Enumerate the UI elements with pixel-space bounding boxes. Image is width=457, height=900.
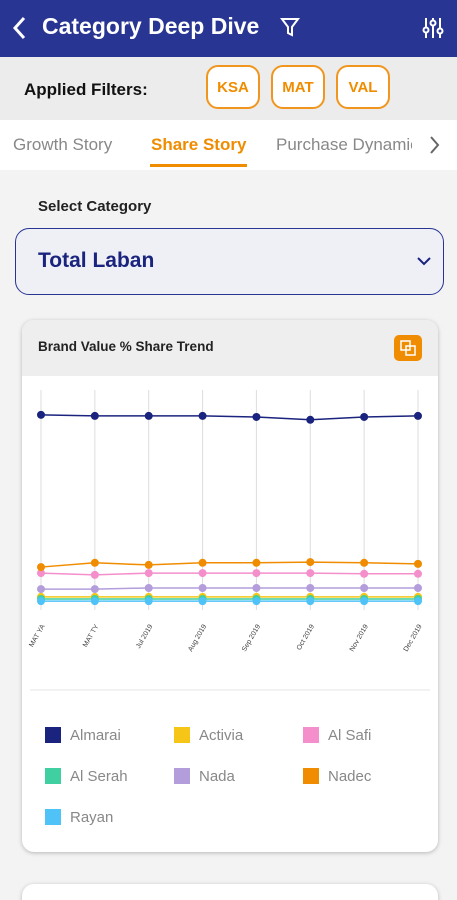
chart: Brand Value % Share Trend MAT YA MAT TY Ju… [28,335,430,826]
x-tick-label: Nov 2019 [349,623,370,653]
data-point [90,570,99,579]
tab-clip: Purchase Dynamics [276,120,412,170]
data-point [198,597,207,606]
legend-swatch [45,727,61,743]
chart-card: Brand Value % Share Trend MAT YA MAT TY Ju… [22,320,438,852]
card-header [22,320,438,376]
tab-bar: Growth Story Share Story Purchase Dynami… [0,120,457,170]
data-point [414,411,422,420]
filters-label: Applied Filters: [24,80,148,99]
tab-underline [150,164,247,167]
dropdown-value: Total Laban [38,249,155,272]
data-point [306,597,315,606]
data-point [252,584,261,592]
tab-active[interactable]: Share Story [151,135,247,154]
category-dropdown[interactable]: Total Laban [15,228,444,295]
x-tick-label: Jul 2019 [135,623,154,650]
data-point [144,584,153,592]
data-point [90,411,99,420]
x-tick-label: Aug 2019 [187,623,208,653]
series-line [40,561,419,568]
data-point [144,597,153,606]
data-point [306,558,315,567]
data-point [198,569,207,578]
next-icon[interactable] [430,136,440,154]
data-point [252,412,261,421]
data-point [414,597,422,606]
legend-swatch [303,768,319,784]
x-tick-label: MAT TY [82,623,101,648]
back-icon[interactable] [12,16,26,40]
series-line [40,414,419,421]
settings-icon[interactable] [422,18,444,38]
data-point [144,411,153,420]
legend-label: Activia [199,727,244,744]
legend-label: Nada [199,768,236,785]
copy-button[interactable] [394,335,422,361]
tab[interactable]: Growth Story [13,135,113,154]
page-title: Category Deep Dive [42,13,260,39]
data-point [198,411,207,420]
x-tick-label: Dec 2019 [403,623,424,653]
data-point [90,558,99,567]
data-point [360,569,369,578]
data-point [414,569,422,578]
legend-label: Rayan [70,809,113,826]
data-point [90,597,99,606]
next-card [22,884,438,900]
data-point [414,559,422,568]
data-point [360,558,369,567]
x-tick-label: Sep 2019 [241,623,262,653]
data-point [90,585,99,594]
legend-swatch [303,727,319,743]
filters-bar: Applied Filters: KSA MAT VAL [0,57,457,120]
filter-chip[interactable]: MAT [271,65,325,109]
legend-swatch [45,768,61,784]
select-label: Select Category [38,198,152,215]
data-point [306,584,315,592]
data-point [252,558,261,567]
filter-icon[interactable] [280,18,300,37]
legend-swatch [174,727,190,743]
filter-chip[interactable]: KSA [206,65,260,109]
data-point [414,584,422,592]
chevron [417,257,431,266]
data-point [306,569,315,578]
data-point [360,597,369,606]
x-tick-label: Oct 2019 [296,623,316,651]
legend-label: Almarai [70,727,121,744]
data-point [37,597,45,606]
copy-icon [405,345,416,356]
chart-title: Brand Value % Share Trend [38,339,214,354]
data-point [360,412,369,421]
x-tick-label: MAT YA [28,623,47,648]
series-line [40,572,418,576]
data-point [37,585,45,594]
legend-label: Nadec [328,768,372,785]
legend-swatch [45,809,61,825]
data-point [144,560,153,569]
data-point [37,569,45,578]
data-point [198,584,207,592]
data-point [252,597,261,606]
tab[interactable]: Purchase Dynamics [276,135,412,154]
filter-chip[interactable]: VAL [336,65,390,109]
dropdown-icon [417,257,431,266]
series-line [41,587,418,590]
legend-label: Al Safi [328,727,371,744]
data-point [144,569,153,578]
legend-swatch [174,768,190,784]
data-point [252,569,261,578]
header: Category Deep Dive [0,0,457,57]
data-point [360,584,369,592]
legend-label: Al Serah [70,768,128,785]
data-point [37,410,45,419]
header-icons [12,16,444,40]
data-point [198,558,207,567]
data-point [37,563,45,572]
data-point [306,415,315,424]
